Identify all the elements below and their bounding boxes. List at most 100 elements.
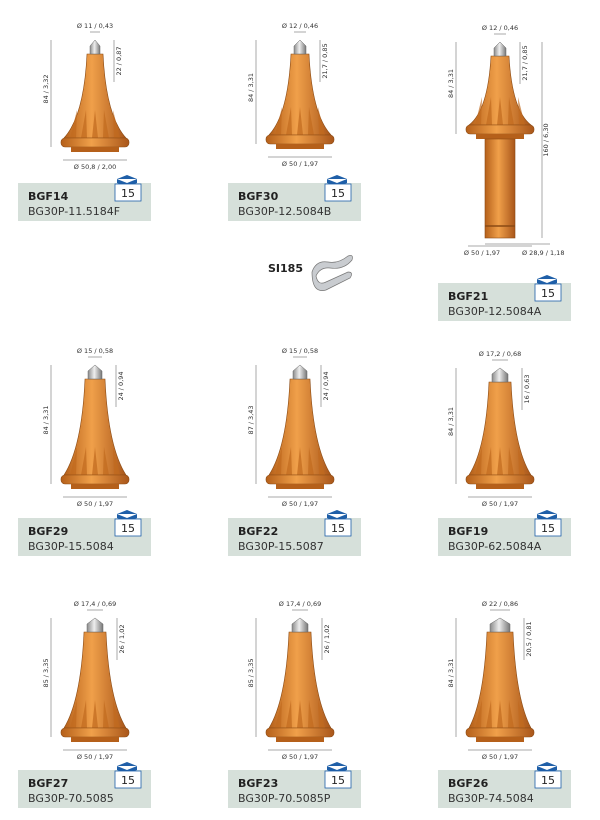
quantity: 15 (541, 522, 555, 535)
product-card: Ø 12 / 0,46 84 / 3,31 21,7 / 0,85 160 / 6,3… (438, 24, 571, 321)
pick-rib (113, 110, 120, 138)
dim-base: Ø 50 / 1,97 (282, 753, 318, 761)
quantity-box (534, 518, 562, 537)
pick-rib (286, 447, 292, 475)
dim-tip: 16 / 0,63 (523, 374, 531, 403)
pick-rib (103, 447, 109, 475)
dim-top: Ø 15 / 0,58 (282, 347, 318, 355)
quantity-box (324, 518, 352, 537)
dim-base: Ø 50 / 1,97 (464, 249, 500, 257)
pick-rib (92, 447, 98, 475)
pick-collar (465, 124, 535, 135)
pick-rib (275, 107, 282, 135)
pick-rib (286, 107, 292, 135)
dim-height: 84 / 3,31 (247, 73, 255, 102)
pick-rib (113, 447, 120, 475)
pick-rib (297, 447, 303, 475)
pick-neck (276, 144, 324, 149)
pick-collar (465, 474, 535, 485)
dim-tip: 20,5 / 0,81 (525, 621, 533, 656)
pick-rib (497, 700, 503, 728)
pick-rib (92, 700, 98, 728)
pick-neck (71, 147, 119, 152)
quantity: 15 (331, 522, 345, 535)
dim-tip: 26 / 1,02 (118, 624, 126, 653)
pick-neck (276, 737, 324, 742)
quantity: 15 (541, 774, 555, 787)
dim-tip: 22 / 0,87 (115, 46, 123, 75)
dim-base: Ø 50 / 1,97 (482, 753, 518, 761)
product-card: Ø 12 / 0,46 84 / 3,31 21,7 / 0,85 Ø 50 / 1,… (228, 22, 361, 221)
pick-rib (318, 700, 325, 728)
pick-rib (508, 447, 514, 475)
pick-neck (476, 484, 524, 489)
product-name: BGF23 (238, 777, 278, 790)
pick-rib (81, 700, 87, 728)
dim-height: 84 / 3,31 (447, 69, 455, 98)
product-card: Ø 15 / 0,58 84 / 3,31 24 / 0,94 Ø 50 / 1,97… (18, 347, 151, 556)
quantity: 15 (331, 187, 345, 200)
pick-rib (275, 447, 282, 475)
pick-rib (308, 700, 314, 728)
pick-rib (318, 447, 325, 475)
dim-base: Ø 50 / 1,97 (77, 753, 113, 761)
pick-rib (70, 447, 77, 475)
quantity-box (534, 283, 562, 302)
pick-rib (486, 700, 492, 728)
product-card: Ø 17,4 / 0,69 85 / 3,35 26 / 1,02 Ø 50 / 1,… (18, 600, 151, 808)
quantity-box (114, 183, 142, 202)
product-card: Ø 17,4 / 0,69 85 / 3,35 26 / 1,02 Ø 50 / 1,… (228, 600, 361, 808)
product-code: BG30P-62.5084A (448, 540, 542, 553)
pick-rib (275, 700, 282, 728)
dim-height: 84 / 3,31 (447, 658, 455, 687)
pick-rib (475, 700, 482, 728)
product-code: BG30P-70.5085 (28, 792, 114, 805)
dim-tip: 24 / 0,94 (322, 371, 330, 400)
pick-collar (60, 474, 130, 485)
product-name: BGF27 (28, 777, 68, 790)
product-card: Ø 11 / 0,43 84 / 3,32 22 / 0,87 Ø 50,8 / 2,… (18, 22, 151, 221)
carbide-tip (293, 39, 307, 55)
quantity-box (324, 770, 352, 789)
carbide-tip (86, 617, 104, 633)
pick-rib (70, 700, 77, 728)
dim-top: Ø 17,4 / 0,69 (279, 600, 321, 608)
dim-length: 160 / 6,30 (542, 123, 550, 156)
pick-rib (81, 110, 87, 138)
dim-base: Ø 50 / 1,97 (282, 160, 318, 168)
pick-rib (103, 110, 109, 138)
clip-icon (311, 255, 353, 291)
pick-rib (486, 97, 492, 125)
dim-top: Ø 17,4 / 0,69 (74, 600, 116, 608)
dim-top: Ø 12 / 0,46 (482, 24, 518, 32)
pick-collar (60, 727, 130, 738)
dim-height: 84 / 3,31 (42, 405, 50, 434)
dim-height: 84 / 3,31 (447, 407, 455, 436)
dim-height: 85 / 3,35 (42, 658, 50, 687)
pick-neck (476, 134, 524, 139)
product-name: BGF26 (448, 777, 489, 790)
pick-collar (265, 727, 335, 738)
pick-collar (60, 137, 130, 148)
dim-top: Ø 17,2 / 0,68 (479, 350, 521, 358)
dim-top: Ø 11 / 0,43 (77, 22, 113, 30)
quantity: 15 (331, 774, 345, 787)
carbide-tip (87, 364, 103, 380)
quantity: 15 (121, 774, 135, 787)
pick-rib (497, 447, 503, 475)
pick-rib (286, 700, 292, 728)
pick-rib (475, 97, 482, 125)
product-code: BG30P-12.5084B (238, 205, 331, 218)
pick-shaft (484, 138, 516, 239)
dim-shaft: Ø 28,9 / 1,18 (522, 249, 564, 257)
dim-top: Ø 22 / 0,86 (482, 600, 518, 608)
dim-base: Ø 50,8 / 2,00 (74, 163, 116, 171)
carbide-tip (89, 39, 101, 55)
product-code: BG30P-12.5084A (448, 305, 542, 318)
carbide-tip (489, 617, 511, 633)
carbide-tip (493, 41, 507, 57)
pick-rib (497, 97, 503, 125)
pick-rib (518, 447, 525, 475)
dim-height: 85 / 3,35 (247, 658, 255, 687)
